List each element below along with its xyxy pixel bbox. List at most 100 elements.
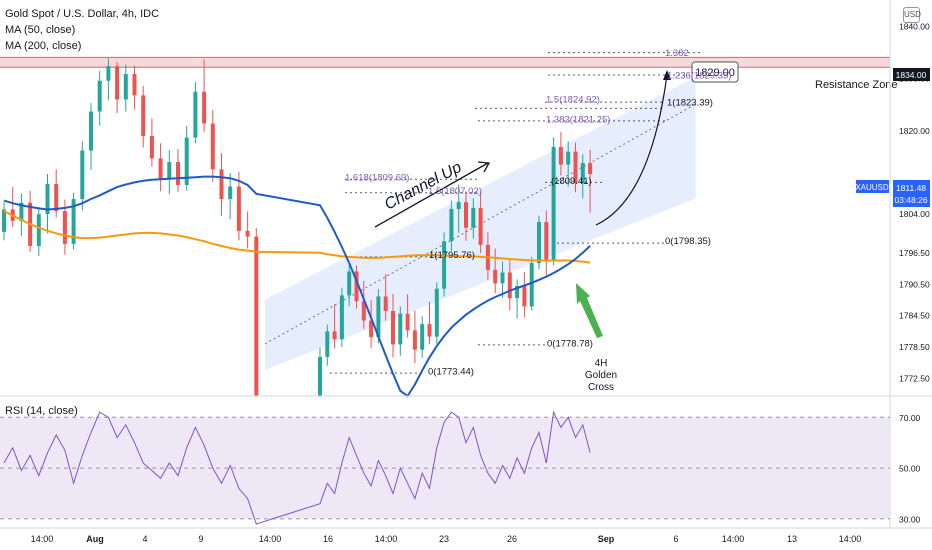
fib-label: 1(1795.76): [429, 250, 475, 261]
candle-body: [210, 123, 215, 170]
fib-label: 1.236(1829.35): [667, 71, 731, 82]
candle-body: [405, 313, 410, 331]
chart-title: Gold Spot / U.S. Dollar, 4h, IDC: [5, 8, 160, 20]
fib-label: 1.5(1807.02): [428, 186, 482, 197]
time-tick: 9: [198, 534, 203, 544]
candle-body: [449, 208, 454, 242]
resistance-price-badge-text: 1834.00: [896, 70, 927, 80]
candle-body: [193, 91, 198, 138]
candles: [2, 58, 593, 396]
candle-body: [456, 202, 461, 209]
candle-body: [566, 151, 571, 165]
candle-body: [398, 313, 403, 345]
candle-body: [537, 221, 541, 264]
price-tick: 1772.50: [899, 373, 930, 383]
fib-label: 1.618(1809.69): [345, 173, 409, 184]
candle-body: [167, 162, 172, 179]
candle-body: [149, 135, 154, 159]
last-price-text: 1811.48: [896, 183, 926, 193]
candle-body: [332, 331, 337, 340]
ma200-legend: MA (200, close): [5, 40, 82, 52]
candle-body: [522, 286, 527, 307]
candle-body: [115, 66, 120, 100]
candle-body: [588, 163, 593, 175]
candle-body: [318, 356, 322, 396]
rsi-line: [3, 410, 591, 525]
candle-body: [245, 230, 250, 237]
candle-body: [97, 80, 102, 112]
currency-button[interactable]: USD: [903, 7, 921, 23]
time-tick: 14:00: [375, 534, 398, 544]
candle-body: [427, 324, 432, 337]
candle-body: [325, 331, 330, 357]
time-tick: 26: [507, 534, 517, 544]
price-tick: 1840.00: [899, 22, 930, 32]
target-box: [691, 61, 739, 83]
candle-body: [478, 207, 483, 245]
time-tick: 6: [673, 534, 678, 544]
time-tick: 13: [787, 534, 797, 544]
candle-body: [19, 202, 24, 221]
candle-body: [420, 324, 425, 350]
time-tick: Aug: [86, 534, 104, 544]
candle-body: [580, 163, 585, 184]
rsi-label: RSI (14, close): [5, 405, 78, 417]
candle-body: [383, 296, 388, 312]
candle-body: [434, 288, 439, 337]
ma50-line: [3, 175, 591, 398]
candle-body: [354, 271, 359, 302]
candle-body: [184, 137, 189, 185]
candle-body: [391, 311, 395, 345]
resistance-zone-label: Resistance Zone: [815, 79, 898, 91]
candle-body: [228, 186, 233, 200]
price-tick: 1796.50: [899, 248, 930, 258]
candle-body: [236, 186, 241, 231]
candle-body: [89, 111, 93, 151]
time-axis: 14:00 Aug 4 9 14:00 16 14:00 23 26 Sep 6 14:00 13 14:…: [31, 534, 862, 544]
candle-body: [123, 73, 128, 100]
projection-arrow: [595, 74, 668, 226]
channel-up-arrowhead: [477, 161, 491, 173]
price-tick: 1790.50: [899, 279, 930, 289]
candle-body: [347, 271, 352, 296]
rsi-axis: 70.00 50.00 30.00: [899, 413, 921, 525]
time-tick: 4: [142, 534, 147, 544]
projection-arrowhead: [663, 70, 671, 80]
fib-labels: 1.382 1.236(1829.35) 1(1823.39) 1.5(1824.92…: [345, 48, 731, 377]
candle-body: [106, 66, 111, 81]
candle-body: [2, 209, 6, 232]
golden-cross-line1: 4H: [595, 358, 608, 369]
candle-body: [132, 73, 137, 96]
fib-label: 1.382(1821.25): [546, 114, 610, 125]
fib-label: 0(1798.35): [665, 236, 711, 247]
candle-body: [500, 272, 505, 284]
fib-label: 1(1823.39): [667, 98, 713, 109]
candle-body: [45, 183, 50, 215]
time-tick: Sep: [598, 534, 615, 544]
rsi-tick: 50.00: [899, 464, 921, 474]
candle-body: [471, 207, 476, 228]
candle-body: [71, 199, 76, 244]
golden-cross-line3: Cross: [588, 382, 614, 393]
candle-body: [442, 241, 447, 289]
chart-legend: Gold Spot / U.S. Dollar, 4h, IDC MA (50,…: [5, 6, 159, 54]
fib-label: 0(1773.44): [428, 366, 474, 377]
golden-cross-arrow: [576, 283, 603, 338]
price-tick: 1778.50: [899, 342, 930, 352]
countdown-text: 03:48:26: [894, 195, 927, 205]
rsi-tick: 70.00: [899, 413, 921, 423]
price-tick: 1804.00: [899, 209, 930, 219]
target-box-label: 1829.00: [695, 67, 735, 79]
price-tick: 1784.50: [899, 311, 930, 321]
last-price-badge: [893, 180, 930, 207]
candle-body: [507, 272, 512, 299]
candle-body: [376, 296, 381, 338]
candle-body: [80, 150, 85, 200]
candle-body: [339, 295, 344, 340]
fib-label: 1.5(1824.92): [546, 95, 600, 106]
price-tick: 1820.00: [899, 126, 930, 136]
ma50-legend: MA (50, close): [5, 24, 76, 36]
candle-body: [515, 286, 520, 299]
